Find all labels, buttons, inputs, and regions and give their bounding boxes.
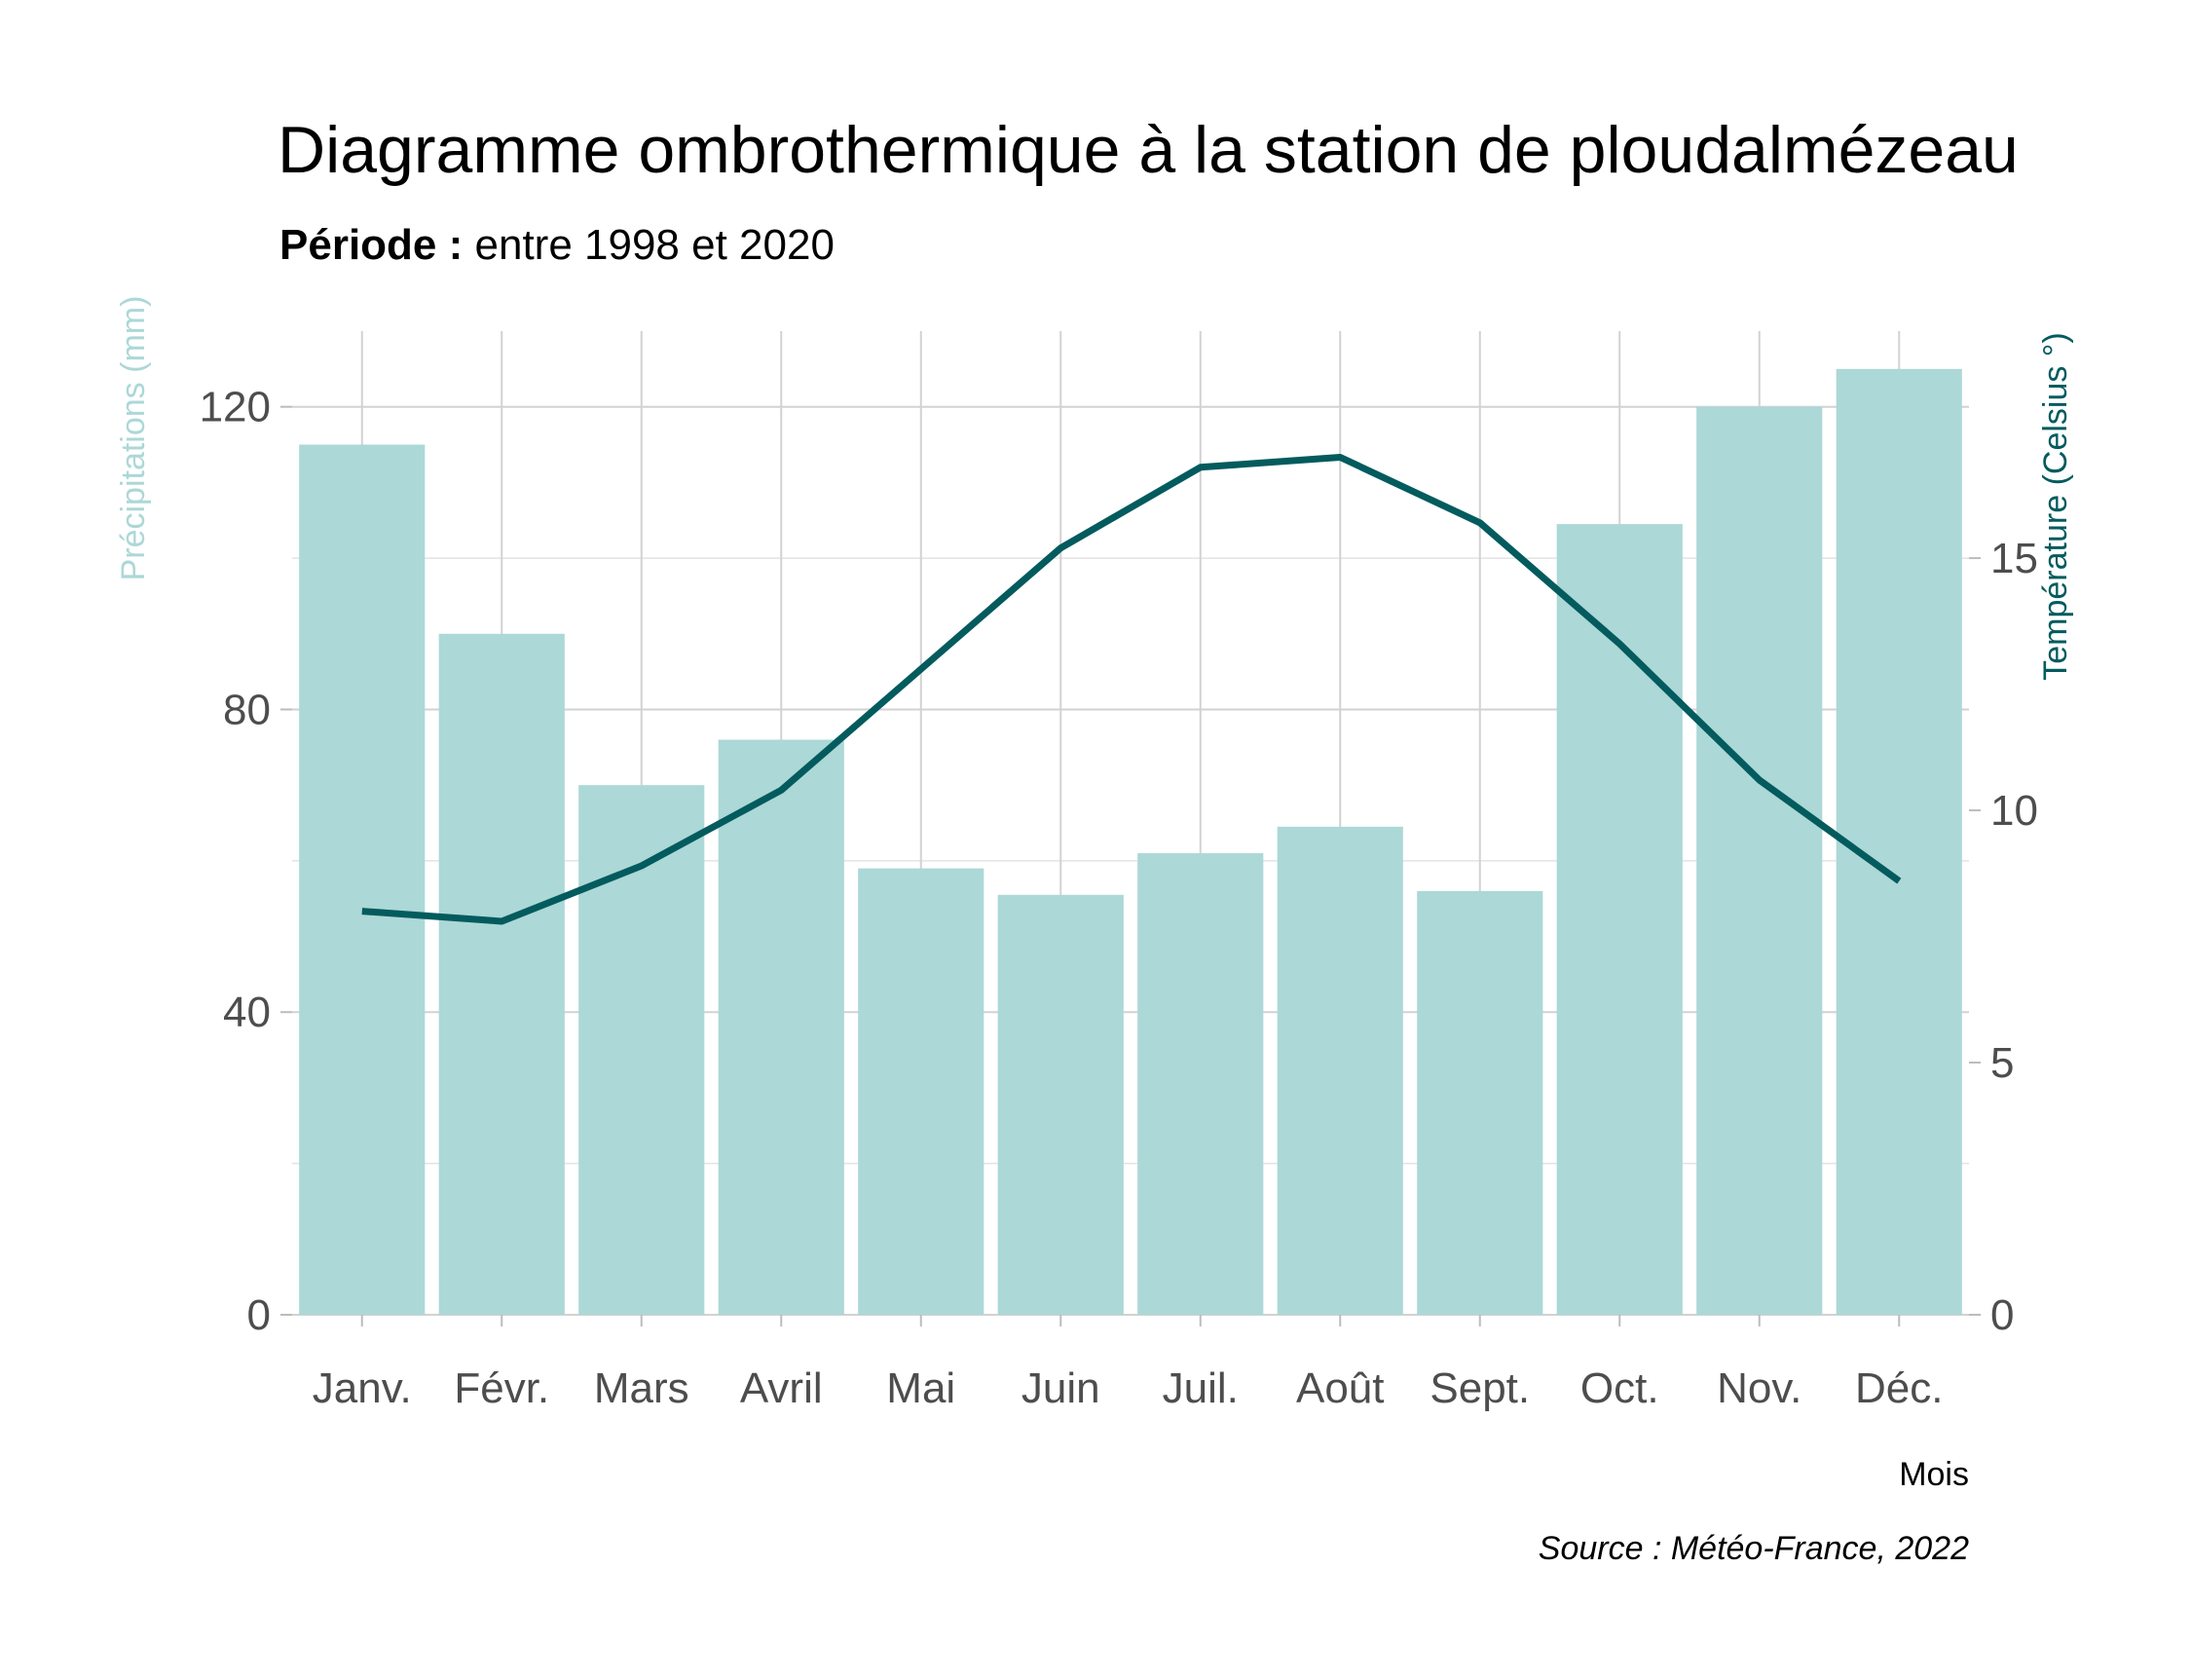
y-right-tick-label: 10	[1990, 787, 2038, 835]
subtitle-period-value: entre 1998 et 2020	[463, 221, 835, 269]
x-tick-label: Sept.	[1430, 1364, 1530, 1412]
x-tick-label: Août	[1296, 1364, 1385, 1412]
y-left-tick-label: 80	[223, 686, 271, 733]
y-left-tick-label: 120	[200, 384, 271, 431]
precipitation-bars	[299, 368, 1962, 1315]
precipitation-bar	[1696, 406, 1823, 1315]
precipitation-bar	[1417, 890, 1543, 1315]
x-tick-label: Juin	[1021, 1364, 1100, 1412]
chart-caption: Source : Météo-France, 2022	[1539, 1530, 1969, 1567]
x-tick-label: Juil.	[1163, 1364, 1239, 1412]
x-tick-label: Déc.	[1855, 1364, 1943, 1412]
y-left-tick-label: 0	[247, 1291, 271, 1339]
precipitation-bar	[858, 868, 984, 1315]
precipitation-bar	[299, 444, 426, 1315]
chart-title: Diagramme ombrothermique à la station de…	[278, 113, 2019, 187]
y-right-tick-label: 15	[1990, 535, 2038, 582]
precipitation-bar	[1836, 368, 1962, 1315]
y-right-tick-label: 0	[1990, 1291, 2014, 1339]
y-right-tick-label: 5	[1990, 1039, 2014, 1087]
precipitation-bar	[578, 785, 705, 1315]
x-tick-label: Févr.	[454, 1364, 549, 1412]
precipitation-bar	[1137, 853, 1264, 1315]
precipitation-bar	[1277, 826, 1403, 1315]
x-axis-title: Mois	[1899, 1456, 1969, 1493]
subtitle-period-label: Période :	[279, 221, 463, 269]
precipitation-bar	[438, 633, 565, 1315]
temperature-line-group	[361, 454, 1902, 925]
y-axis-right-title: Température (Celsius °)	[2037, 332, 2074, 680]
axes: 0 40 80 120 0 5 10 15 Janv. Févr. Mars Avril Mai Juin…	[200, 384, 2038, 1412]
x-tick-label: Oct.	[1580, 1364, 1659, 1412]
precipitation-bar	[997, 894, 1124, 1315]
chart-subtitle: Période : entre 1998 et 2020	[279, 221, 835, 269]
temperature-line	[361, 454, 1902, 925]
x-tick-label: Mars	[594, 1364, 689, 1412]
x-tick-label: Mai	[886, 1364, 955, 1412]
x-tick-label: Nov.	[1717, 1364, 1801, 1412]
x-tick-label: Avril	[740, 1364, 823, 1412]
y-axis-left-title: Précipitations (mm)	[115, 296, 152, 581]
y-left-tick-label: 40	[223, 989, 271, 1036]
precipitation-bar	[1556, 524, 1683, 1315]
x-tick-label: Janv.	[313, 1364, 412, 1412]
precipitation-bar	[718, 739, 844, 1315]
